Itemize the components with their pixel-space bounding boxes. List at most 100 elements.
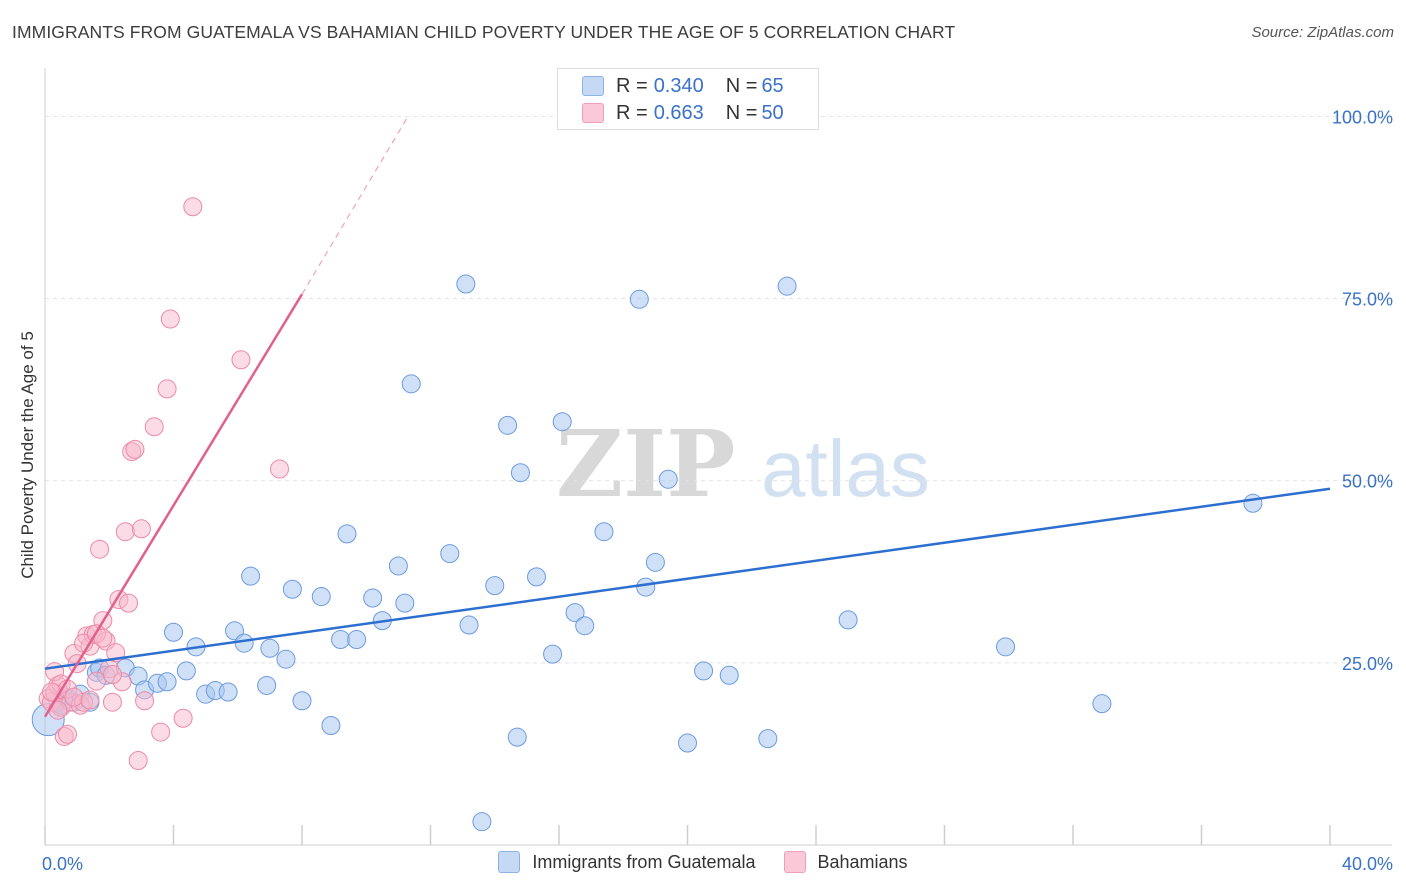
legend-r-value: 0.340: [653, 74, 704, 97]
point-guatemala: [241, 566, 261, 586]
point-guatemala: [157, 672, 177, 692]
point-guatemala: [552, 412, 572, 432]
point-guatemala: [527, 567, 547, 587]
point-bahamians: [128, 750, 148, 770]
point-guatemala: [498, 415, 518, 435]
x-tick-label: 40.0%: [1342, 854, 1393, 874]
point-guatemala: [507, 727, 527, 747]
point-guatemala: [485, 576, 505, 596]
point-guatemala: [234, 633, 254, 653]
stats-legend: R = 0.340 N = 65 R = 0.663 N = 50: [557, 68, 819, 130]
chart-title: IMMIGRANTS FROM GUATEMALA VS BAHAMIAN CH…: [12, 22, 956, 42]
point-guatemala: [164, 622, 183, 642]
point-bahamians: [102, 665, 122, 685]
source-label: Source: ZipAtlas.com: [1251, 24, 1394, 41]
trend-lines: [43, 116, 1331, 718]
point-bahamians: [151, 722, 171, 742]
point-bahamians: [57, 724, 77, 744]
trend-line-bahamians: [43, 293, 304, 718]
point-guatemala: [678, 733, 697, 753]
legend-swatch-pink: [783, 851, 806, 873]
point-guatemala: [565, 603, 585, 623]
point-guatemala: [694, 661, 714, 681]
legend-r-value: 0.663: [653, 101, 704, 124]
point-guatemala: [440, 544, 460, 564]
point-guatemala: [658, 469, 678, 489]
point-guatemala: [292, 691, 312, 711]
point-guatemala: [459, 615, 479, 635]
point-bahamians: [231, 350, 251, 370]
point-guatemala: [838, 610, 858, 630]
point-guatemala: [719, 665, 739, 685]
point-guatemala: [472, 812, 492, 832]
legend-n-value: 65: [761, 74, 784, 97]
point-guatemala: [311, 587, 331, 607]
legend-item-guatemala: Immigrants from Guatemala: [498, 851, 756, 873]
point-bahamians: [157, 379, 177, 399]
series-legend: Immigrants from Guatemala Bahamians: [0, 851, 1406, 873]
legend-n-value: 50: [761, 101, 784, 124]
legend-row-bahamians: R = 0.663 N = 50: [582, 100, 784, 126]
point-guatemala: [758, 729, 778, 749]
legend-item-bahamians: Bahamians: [783, 851, 908, 873]
point-bahamians: [41, 682, 61, 702]
point-bahamians: [86, 671, 106, 691]
trend-line-guatemala: [44, 487, 1331, 670]
trend-line-bahamians-extension: [301, 116, 409, 295]
point-bahamians: [102, 692, 122, 712]
legend-swatch-pink: [582, 103, 604, 123]
point-guatemala: [456, 274, 476, 294]
point-guatemala: [645, 552, 665, 572]
point-guatemala: [543, 644, 563, 664]
point-bahamians: [80, 690, 100, 710]
point-guatemala: [260, 638, 280, 658]
legend-r-label: R =: [616, 101, 648, 124]
point-guatemala: [176, 661, 196, 681]
point-guatemala: [636, 577, 656, 597]
legend-swatch-blue: [582, 76, 604, 96]
point-bahamians: [183, 197, 203, 217]
legend-row-guatemala: R = 0.340 N = 65: [582, 73, 784, 99]
legend-swatch-blue: [498, 851, 521, 873]
point-bahamians: [90, 539, 110, 559]
point-guatemala: [276, 649, 296, 669]
point-bahamians: [64, 687, 84, 707]
point-guatemala: [337, 524, 357, 544]
point-guatemala: [996, 637, 1016, 657]
point-guatemala: [594, 522, 614, 542]
point-guatemala: [575, 616, 595, 636]
point-guatemala: [777, 276, 797, 296]
point-guatemala: [331, 630, 351, 650]
point-guatemala: [510, 463, 530, 483]
y-tick-label: 50.0%: [1342, 472, 1393, 492]
y-tick-label: 75.0%: [1342, 290, 1393, 310]
point-bahamians: [125, 439, 145, 459]
legend-r-label: R =: [616, 74, 648, 97]
point-guatemala: [321, 716, 341, 736]
point-guatemala: [388, 556, 408, 576]
point-guatemala: [257, 675, 277, 695]
point-bahamians: [270, 459, 290, 479]
legend-label-bahamians: Bahamians: [817, 851, 908, 872]
point-guatemala: [347, 630, 367, 650]
point-bahamians: [131, 519, 151, 539]
point-guatemala: [363, 588, 383, 608]
point-guatemala: [395, 593, 415, 613]
watermark: ZIP atlas: [556, 410, 930, 518]
x-tick-label: 0.0%: [42, 854, 83, 874]
point-bahamians: [135, 691, 155, 711]
y-tick-label: 25.0%: [1342, 654, 1393, 674]
point-guatemala: [401, 374, 421, 394]
point-guatemala: [282, 579, 302, 599]
point-guatemala: [629, 289, 649, 309]
axes: [44, 68, 1392, 846]
tick-labels: 25.0% 50.0% 75.0% 100.0% 0.0% 40.0%: [42, 107, 1393, 874]
watermark-atlas: atlas: [760, 424, 930, 513]
legend-label-guatemala: Immigrants from Guatemala: [532, 851, 756, 872]
point-bahamians: [115, 522, 135, 542]
point-bahamians: [119, 593, 139, 613]
watermark-zip: ZIP: [556, 410, 736, 518]
point-bahamians: [173, 708, 193, 728]
series-guatemala-points: [31, 274, 1263, 832]
